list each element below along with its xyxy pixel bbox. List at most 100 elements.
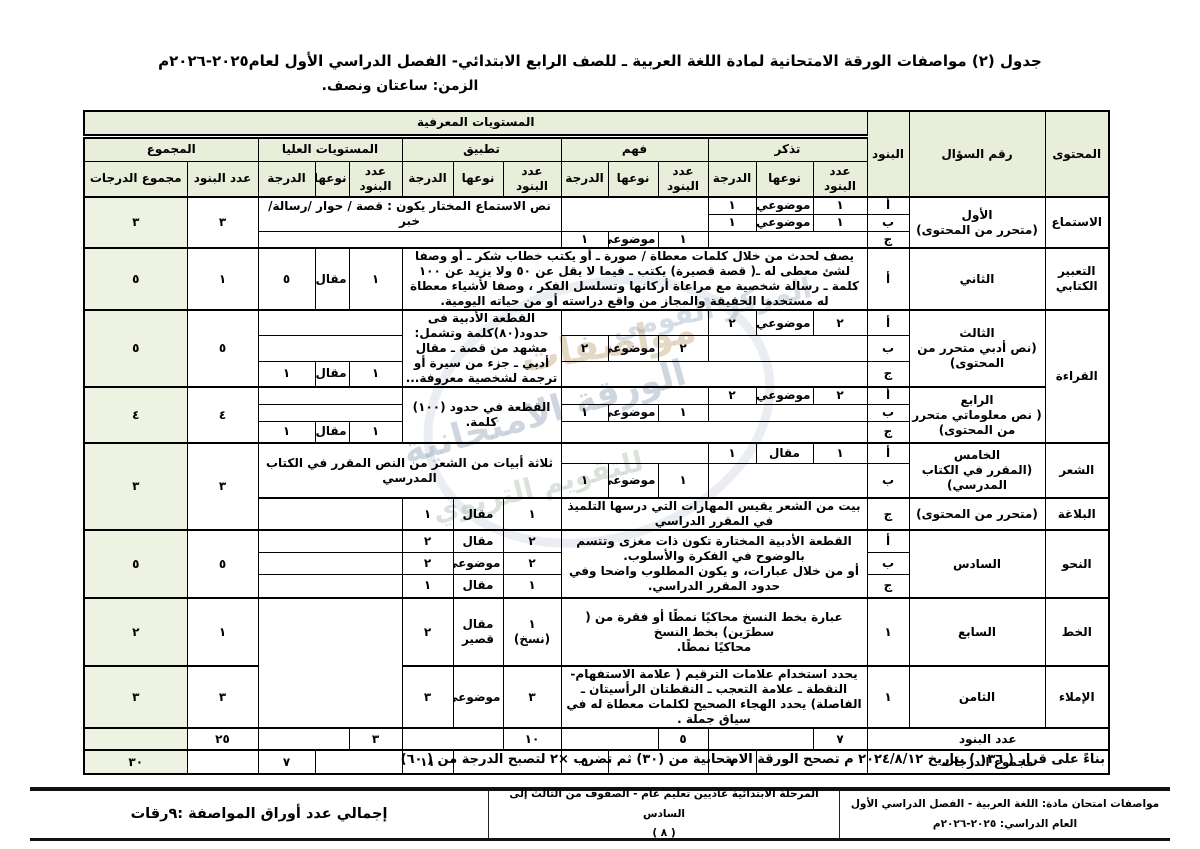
cell-apply-count: ٢ xyxy=(502,529,562,553)
cell-remember-type: موضوعي xyxy=(755,309,814,337)
cell-remember-type: موضوعي xyxy=(755,196,814,215)
cell-empty xyxy=(314,749,403,775)
cell-band: ج xyxy=(866,573,910,599)
footer-pages-total-section: إجمالي عدد أوراق المواصفة :٩رقات xyxy=(30,791,488,838)
cell-empty xyxy=(560,196,709,232)
summary-grades-total: ٣٠ xyxy=(83,749,188,775)
cell-total-grades: ٣ xyxy=(83,665,188,729)
cell-remember-count: ٢ xyxy=(812,386,868,405)
header-type: نوعها xyxy=(755,160,814,198)
cell-band: ج xyxy=(866,497,910,531)
cell-question: الثاني xyxy=(908,247,1046,311)
cell-remember-grade: ٢ xyxy=(707,309,757,337)
cell-band: ١ xyxy=(866,665,910,729)
footer-bar: مواصفات امتحان مادة: اللغة العربية - الف… xyxy=(30,787,1170,841)
cell-understand-type: موضوعي xyxy=(607,230,659,249)
cell-content: الاستماع xyxy=(1044,196,1110,249)
cell-content: الخط xyxy=(1044,597,1110,667)
cell-total-grades: ٥ xyxy=(83,247,188,311)
cell-band: أ xyxy=(866,196,910,215)
table-row: القراءة الثالث (نص أدبي متحرر من المحتوى… xyxy=(83,309,1110,444)
cell-empty xyxy=(257,551,403,575)
cell-question: الأول (متحرر من المحتوى) xyxy=(908,196,1046,249)
header-items: البنود xyxy=(866,110,910,198)
cell-total-items: ٥ xyxy=(186,529,259,599)
cell-question: السابع xyxy=(908,597,1046,667)
cell-total-grades: ٥ xyxy=(83,309,188,388)
cell-band: ب xyxy=(866,213,910,232)
cell-empty xyxy=(257,230,562,249)
table-row: ج ١ مقال ١ xyxy=(84,360,1109,388)
cell-higher-grade: ٥ xyxy=(257,247,316,311)
summary-grades-remember: ٧ xyxy=(707,749,757,775)
header-cognitive-levels: المستويات المعرفية xyxy=(83,110,868,137)
cell-higher-count: ١ xyxy=(348,420,403,444)
cell-total-grades: ٤ xyxy=(83,386,188,444)
cell-apply-type: مقال قصير xyxy=(452,597,504,667)
table-row: ب ١ موضوعي ١ xyxy=(84,462,1109,499)
cell-total-items: ٣ xyxy=(186,442,259,531)
cell-remember-type: مقال xyxy=(755,442,814,464)
cell-band: ١ xyxy=(866,597,910,667)
cell-apply-type: موضوعي xyxy=(452,665,504,729)
cell-apply-grade: ١ xyxy=(401,573,454,599)
cell-description: القطعة في حدود (١٠٠) كلمة. xyxy=(401,386,562,444)
cell-band: ج xyxy=(866,420,910,444)
table-row: ج ١ مقال ١ xyxy=(84,420,1109,444)
cell-empty xyxy=(257,727,350,751)
cell-apply-type: مقال xyxy=(452,529,504,553)
cell-remember-grade: ١ xyxy=(707,213,757,232)
cell-empty xyxy=(257,309,403,337)
cell-band: أ xyxy=(866,442,910,464)
footer-pages-total: إجمالي عدد أوراق المواصفة :٩رقات xyxy=(130,805,388,822)
header-total-items: عدد البنود xyxy=(186,160,259,198)
cell-description: ثلاثة أبيات من الشعر من النص المقرر في ا… xyxy=(257,442,562,499)
header-total: المجموع xyxy=(83,133,259,162)
cell-content: الإملاء xyxy=(1044,665,1110,729)
cell-empty xyxy=(560,727,659,751)
cell-empty xyxy=(755,749,868,775)
table-row: البلاغة (متحرر من المحتوى) ج بيت من الشع… xyxy=(84,497,1110,531)
cell-band: أ xyxy=(866,529,910,553)
cell-remember-type: موضوعي xyxy=(755,386,814,405)
table-row: ب ١ موضوعي ١ xyxy=(84,213,1109,232)
cell-band: أ xyxy=(866,386,910,405)
footer-stage-line: المرحلة الابتدائية عاديين تعليم عام - ال… xyxy=(509,787,819,820)
cell-description: نص الاستماع المختار يكون : قصة / حوار /ر… xyxy=(257,196,562,232)
cell-understand-type: موضوعي xyxy=(607,335,659,362)
cell-empty xyxy=(257,386,403,405)
cell-apply-count: ٢ xyxy=(502,551,562,575)
table-row: المحتوى رقم السؤال البنود المستويات المع… xyxy=(83,110,1110,198)
table-row: النحو السادس أ القطعة الأدبية المختارة ت… xyxy=(83,529,1110,599)
header-grade: الدرجة xyxy=(560,160,609,198)
table-row: الخط السابع ١ عبارة بخط النسخ محاكيًا نم… xyxy=(83,597,1110,729)
cell-content: البلاغة xyxy=(1044,497,1110,531)
summary-items-understand: ٥ xyxy=(657,727,709,751)
cell-question: الرابع ( نص معلوماتي متحرر من المحتوى) xyxy=(908,386,1046,444)
table-row: ج ١ موضوعي ١ xyxy=(84,230,1109,249)
cell-apply-grade: ٢ xyxy=(401,529,454,553)
cell-total-items: ١ xyxy=(186,247,259,311)
cell-empty xyxy=(401,727,504,751)
cell-empty xyxy=(257,529,403,553)
cell-understand-count: ١ xyxy=(657,403,709,422)
header-type: نوعها xyxy=(314,160,350,198)
cell-understand-grade: ١ xyxy=(560,230,609,249)
cell-empty xyxy=(257,573,403,599)
cell-empty xyxy=(257,497,403,531)
header-apply: تطبيق xyxy=(401,133,562,162)
cell-empty xyxy=(707,727,814,751)
cell-band: ب xyxy=(866,335,910,362)
exam-duration: الزمن: ساعتان ونصف. xyxy=(321,78,479,94)
cell-band: ب xyxy=(866,403,910,422)
cell-higher-count: ١ xyxy=(348,360,403,388)
specification-table: المحتوى رقم السؤال البنود المستويات المع… xyxy=(82,110,1110,775)
cell-apply-grade: ٢ xyxy=(401,551,454,575)
summary-items-remember: ٧ xyxy=(812,727,868,751)
cell-higher-type: مقال xyxy=(314,360,350,388)
cell-remember-count: ١ xyxy=(812,213,868,232)
cell-remember-grade: ١ xyxy=(707,442,757,464)
cell-apply-type: مقال xyxy=(452,497,504,531)
header-grade: الدرجة xyxy=(401,160,454,198)
cell-apply-count: ١ xyxy=(502,497,562,531)
